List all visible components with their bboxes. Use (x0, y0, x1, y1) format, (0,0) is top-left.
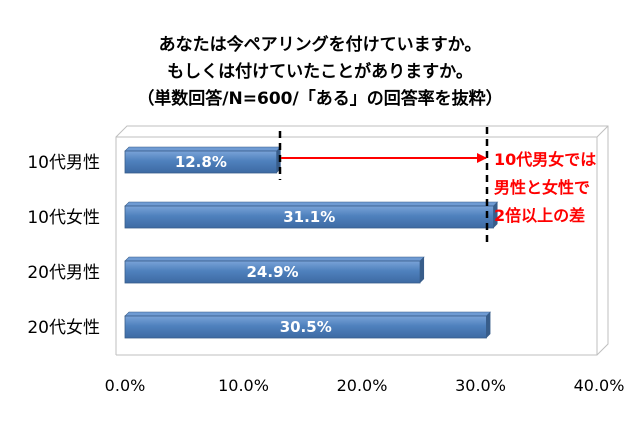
x-tick-label: 30.0% (455, 376, 506, 395)
bar-front-face (124, 315, 487, 339)
bar (124, 146, 282, 174)
chart-title-line-1: あなたは今ペアリングを付けていますか。 (159, 34, 482, 55)
bar-value-label: 30.5% (280, 318, 332, 336)
annotation-text-line-3: 2倍以上の差 (494, 206, 585, 225)
chart-subtitle: （単数回答/N=600/「ある」の回答率を抜粋） (137, 88, 502, 109)
annotation-text-line-2: 男性と女性で (494, 178, 590, 197)
category-label: 10代女性 (27, 208, 100, 228)
x-tick-label: 40.0% (574, 376, 625, 395)
bar-front-face (124, 260, 421, 284)
category-label: 20代男性 (27, 263, 100, 283)
bar-front-face (124, 205, 494, 229)
bar (124, 201, 499, 229)
bar-side-face (276, 147, 281, 173)
bar-top-face (124, 201, 499, 207)
bar-side-face (486, 312, 491, 338)
x-tick-label: 20.0% (337, 376, 388, 395)
bar-value-label: 24.9% (247, 263, 299, 281)
x-tick-label: 0.0% (105, 376, 146, 395)
chart-title: あなたは今ペアリングを付けていますか。 もしくは付けていたことがありますか。 （… (137, 34, 502, 109)
category-label: 10代男性 (27, 153, 100, 173)
annotation: 10代男女では 男性と女性で 2倍以上の差 (278, 127, 596, 243)
bar-side-face (493, 202, 498, 228)
bar (124, 311, 492, 339)
bar-side-face (420, 257, 425, 283)
bar-front-face (124, 150, 278, 174)
chart-title-line-2: もしくは付けていたことがありますか。 (167, 61, 473, 82)
annotation-text-line-1: 10代男女では (494, 150, 596, 169)
bar-top-face (124, 311, 492, 317)
bar (124, 256, 425, 284)
category-label: 20代女性 (27, 318, 100, 338)
plot-frame (115, 125, 609, 356)
bar-top-face (124, 146, 282, 152)
x-tick-label: 10.0% (218, 376, 269, 395)
bar-value-label: 31.1% (283, 208, 335, 226)
bar-value-label: 12.8% (175, 153, 227, 171)
bar-top-face (124, 256, 425, 262)
